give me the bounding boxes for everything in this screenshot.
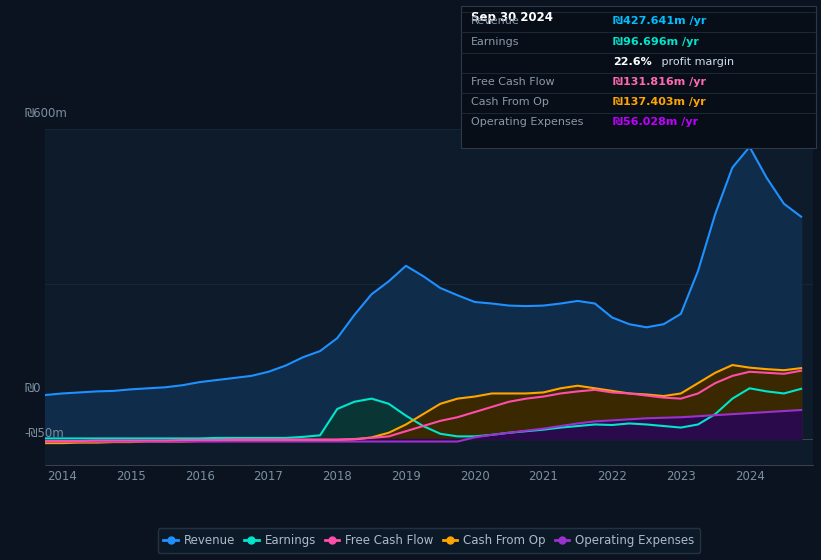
Text: Revenue: Revenue: [471, 16, 520, 26]
Text: ₪56.028m /yr: ₪56.028m /yr: [613, 117, 699, 127]
Text: Earnings: Earnings: [471, 36, 520, 46]
Text: Free Cash Flow: Free Cash Flow: [471, 77, 555, 87]
Text: ₪600m: ₪600m: [25, 108, 67, 120]
Text: Sep 30 2024: Sep 30 2024: [471, 11, 553, 24]
Text: ₪0: ₪0: [25, 382, 41, 395]
Text: ₪137.403m /yr: ₪137.403m /yr: [613, 97, 706, 107]
Text: ₪96.696m /yr: ₪96.696m /yr: [613, 36, 699, 46]
Text: Operating Expenses: Operating Expenses: [471, 117, 584, 127]
Text: -₪50m: -₪50m: [25, 427, 64, 440]
Text: ₪427.641m /yr: ₪427.641m /yr: [613, 16, 707, 26]
Text: Cash From Op: Cash From Op: [471, 97, 549, 107]
Text: ₪131.816m /yr: ₪131.816m /yr: [613, 77, 706, 87]
Text: profit margin: profit margin: [658, 57, 735, 67]
Text: 22.6%: 22.6%: [613, 57, 652, 67]
Legend: Revenue, Earnings, Free Cash Flow, Cash From Op, Operating Expenses: Revenue, Earnings, Free Cash Flow, Cash …: [158, 528, 700, 553]
